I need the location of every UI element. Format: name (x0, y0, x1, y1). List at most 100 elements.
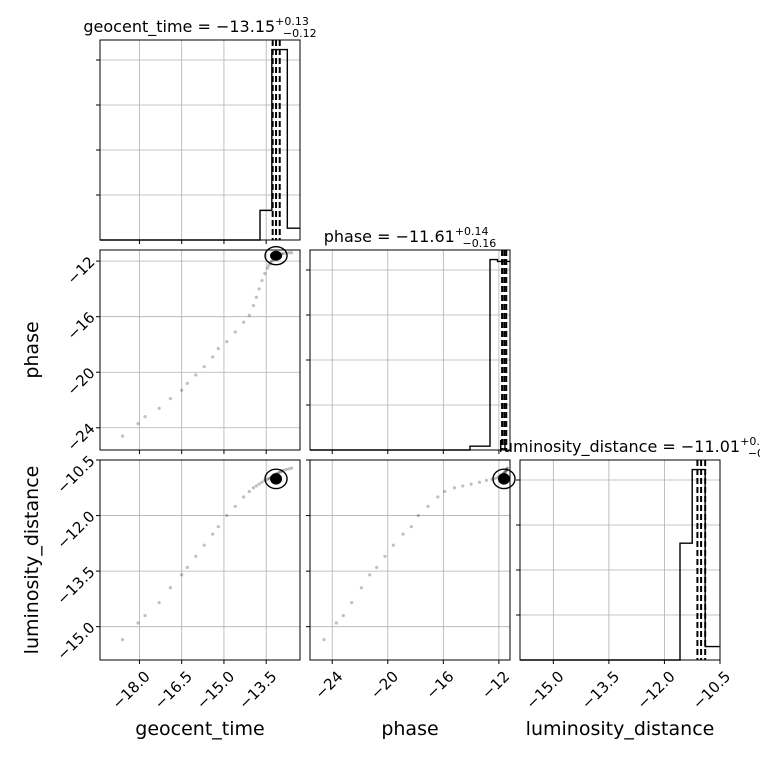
x-tick-label: −13.5 (578, 668, 623, 713)
sample-point (247, 313, 251, 317)
sample-point (225, 513, 229, 518)
sample-point (180, 388, 184, 392)
sample-point (157, 406, 161, 410)
sample-point (267, 476, 271, 481)
sample-point (120, 434, 125, 438)
axes-frame (99, 459, 301, 661)
sample-point (368, 573, 372, 577)
sample-point (375, 565, 379, 570)
sample-point (287, 467, 291, 471)
axes-frame (99, 249, 301, 451)
sample-point (469, 482, 473, 486)
x-tick-label: −24 (311, 668, 346, 703)
sample-point (194, 554, 198, 558)
contour-ring (264, 245, 288, 266)
panel-phase-vs-geocent_time: −24 −20 −16 −12 (63, 245, 301, 455)
sample-point (168, 397, 173, 401)
sample-point (436, 495, 440, 499)
sample-point (247, 489, 251, 494)
sample-point (254, 484, 258, 488)
sample-point (242, 320, 246, 324)
sample-point (334, 621, 338, 625)
x-tick-label: −10.5 (689, 668, 734, 713)
sample-point (493, 476, 497, 481)
x-axis-label-luminosity_distance: luminosity_distance (526, 718, 715, 740)
contour-core (498, 473, 510, 485)
panel-luminosity_distance-vs-geocent_time: −18.0−16.5−15.0−13.5−15.0−13.5−12.0−10.5 (53, 452, 301, 713)
panel-luminosity_distance-vs-luminosity_distance: −15.0 −13.5 −12.0 −10.5 luminosity_distance … (498, 435, 760, 713)
sample-point (263, 272, 267, 276)
x-axis-label-phase: phase (381, 718, 438, 740)
sample-point (260, 480, 264, 484)
sample-point (391, 543, 395, 547)
x-axis-label-geocent_time: geocent_time (135, 718, 264, 740)
x-tick-label: −12 (478, 668, 513, 703)
panel-geocent_time-vs-geocent_time: geocent_time = −13.15+0.13 −0.12 (83, 15, 317, 244)
axes-frame (99, 39, 301, 241)
sample-point (257, 482, 261, 486)
sample-point (242, 495, 246, 499)
sample-point (267, 263, 271, 267)
sample-point (322, 638, 326, 642)
y-tick-label: −24 (63, 420, 98, 455)
contour-ring (264, 468, 288, 490)
y-tick-label: −10.5 (53, 452, 98, 497)
sample-point (233, 330, 237, 334)
sample-point (289, 466, 294, 470)
contour-ring (492, 468, 516, 490)
sample-point (503, 470, 507, 474)
x-tick-label: −18.0 (108, 668, 153, 713)
sample-point (401, 532, 405, 536)
sample-point (281, 251, 285, 256)
axes-frame (519, 459, 721, 661)
sample-point (443, 489, 447, 494)
x-tick-label: −12.0 (633, 668, 678, 713)
y-tick-label: −12 (63, 253, 98, 288)
sample-point (211, 355, 215, 359)
sample-point (216, 347, 220, 351)
axes-frame (309, 459, 511, 661)
sample-point (202, 543, 206, 547)
y-axis-label-luminosity_distance: luminosity_distance (21, 466, 43, 655)
panel-phase-vs-phase: phase = −11.61+0.14 −0.16 (306, 225, 511, 454)
panel-title-geocent_time: geocent_time = −13.15+0.13 −0.12 (83, 15, 316, 40)
y-tick-label: −16 (63, 308, 98, 343)
histogram-phase (310, 258, 510, 451)
sample-point (185, 565, 189, 570)
sample-point (461, 484, 465, 488)
sample-point (143, 415, 147, 419)
sample-point (185, 381, 189, 385)
x-tick-label: −20 (367, 668, 402, 703)
sample-point (180, 573, 184, 577)
y-tick-label: −20 (63, 364, 98, 399)
panel-title-phase: phase = −11.61+0.14 −0.16 (324, 225, 497, 250)
y-tick-label: −12.0 (53, 507, 98, 552)
sample-point (266, 477, 270, 481)
sample-point (504, 469, 508, 473)
y-axis-label-phase: phase (21, 321, 43, 378)
sample-point (341, 613, 345, 618)
sample-point (452, 486, 457, 490)
sample-point (136, 621, 140, 625)
sample-point (383, 554, 387, 558)
sample-point (233, 504, 237, 508)
x-tick-label: −16.5 (151, 668, 196, 713)
sample-point (120, 638, 125, 642)
panel-title-luminosity_distance: luminosity_distance = −11.01+0.11−0.10 (498, 435, 760, 460)
sample-point (257, 287, 261, 291)
sample-point (289, 251, 294, 255)
sample-point (136, 422, 140, 426)
sample-point (168, 586, 173, 590)
sample-point (270, 259, 274, 263)
histogram-geocent_time (100, 48, 300, 241)
sample-point (143, 613, 147, 618)
x-tick-label: −15.0 (522, 668, 567, 713)
sample-point (260, 278, 264, 283)
sample-point (416, 513, 420, 518)
sample-point (251, 486, 256, 490)
x-tick-label: −15.0 (193, 668, 238, 713)
x-tick-label: −13.5 (235, 668, 280, 713)
histogram-luminosity_distance (520, 468, 720, 661)
panel-luminosity_distance-vs-phase: −24 −20 −16 −12 (306, 459, 516, 703)
